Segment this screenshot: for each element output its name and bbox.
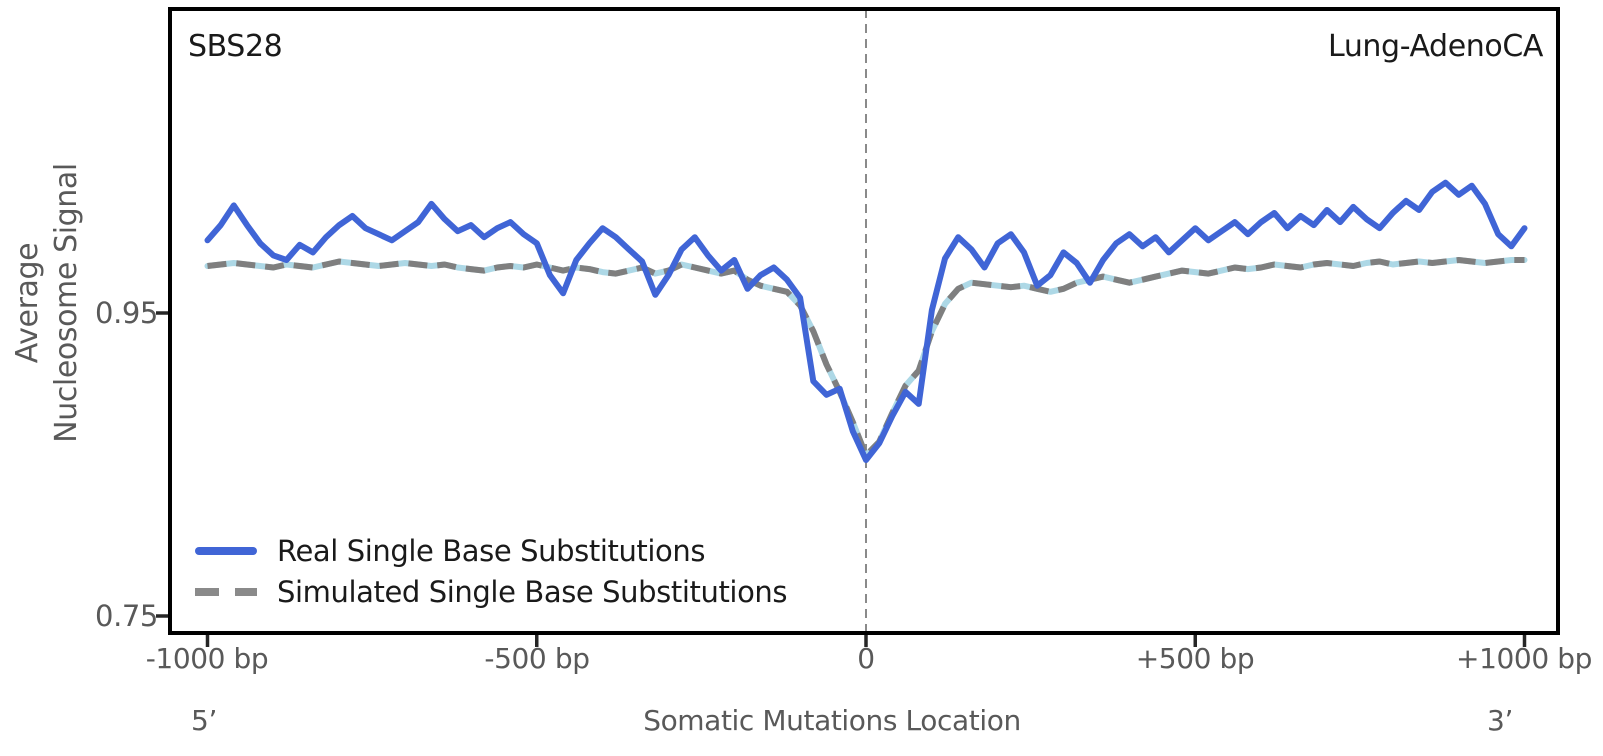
legend: Real Single Base Substitutions Simulated…	[195, 530, 788, 612]
legend-label-simulated: Simulated Single Base Substitutions	[277, 574, 788, 609]
x-tick-label-minus-500: -500 bp	[484, 642, 590, 675]
five-prime-label: 5’	[191, 704, 217, 737]
x-tick-label-zero: 0	[857, 642, 875, 675]
y-tick-label-075: 0.75	[95, 599, 158, 633]
real-line-swatch	[195, 546, 257, 555]
simulated-line-swatch	[195, 587, 257, 596]
x-tick-label-plus-500: +500 bp	[1135, 642, 1255, 675]
x-tick-label-plus-1000: +1000 bp	[1456, 642, 1592, 675]
legend-item-real: Real Single Base Substitutions	[195, 530, 787, 571]
x-tick-label-minus-1000: -1000 bp	[145, 642, 269, 675]
legend-item-simulated: Simulated Single Base Substitutions	[195, 571, 788, 612]
three-prime-label: 3’	[1487, 704, 1513, 737]
y-tick-label-095: 0.95	[95, 296, 158, 330]
cancer-type-label: Lung-AdenoCA	[1328, 29, 1543, 64]
plot-frame	[168, 7, 1560, 635]
x-axis-title: Somatic Mutations Location	[643, 704, 1021, 737]
signature-label: SBS28	[188, 29, 283, 64]
real-line	[204, 179, 1528, 463]
legend-label-real: Real Single Base Substitutions	[277, 533, 706, 568]
simulated-line	[207, 257, 1525, 459]
